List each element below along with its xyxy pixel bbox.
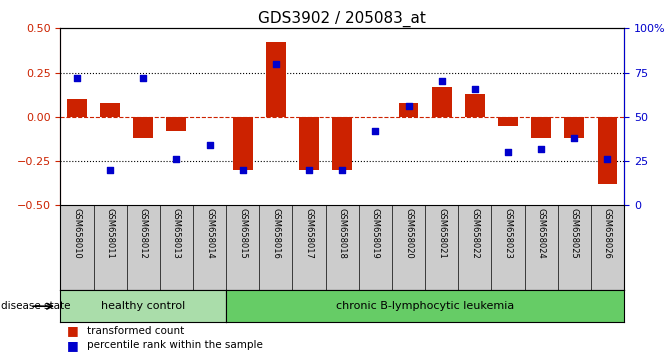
Bar: [299, 117, 319, 170]
Point: [204, 142, 215, 148]
Text: GSM658022: GSM658022: [470, 208, 479, 259]
Bar: [399, 103, 419, 117]
Text: GSM658020: GSM658020: [404, 208, 413, 259]
Point: [304, 167, 315, 173]
Text: percentile rank within the sample: percentile rank within the sample: [87, 340, 263, 350]
Text: disease state: disease state: [1, 301, 70, 311]
Bar: [233, 117, 253, 170]
Text: GSM658026: GSM658026: [603, 208, 612, 259]
Text: transformed count: transformed count: [87, 326, 185, 336]
Text: GSM658017: GSM658017: [305, 208, 313, 259]
Text: GSM658014: GSM658014: [205, 208, 214, 259]
Text: GSM658019: GSM658019: [371, 208, 380, 259]
Title: GDS3902 / 205083_at: GDS3902 / 205083_at: [258, 11, 426, 27]
Text: healthy control: healthy control: [101, 301, 185, 311]
Point: [503, 149, 513, 155]
Point: [337, 167, 348, 173]
Text: GSM658015: GSM658015: [238, 208, 247, 259]
Text: chronic B-lymphocytic leukemia: chronic B-lymphocytic leukemia: [336, 301, 514, 311]
Point: [436, 79, 447, 84]
Bar: [134, 117, 153, 138]
Bar: [67, 99, 87, 117]
Text: GSM658013: GSM658013: [172, 208, 181, 259]
Point: [72, 75, 83, 81]
Point: [403, 103, 414, 109]
Text: GSM658025: GSM658025: [570, 208, 579, 259]
Bar: [531, 117, 551, 138]
Point: [105, 167, 115, 173]
Bar: [266, 42, 286, 117]
Point: [535, 146, 546, 152]
Bar: [564, 117, 584, 138]
Point: [470, 86, 480, 91]
Text: GSM658011: GSM658011: [105, 208, 115, 259]
Point: [370, 128, 380, 134]
Point: [569, 135, 580, 141]
Bar: [498, 117, 518, 126]
Bar: [166, 117, 187, 131]
Text: ■: ■: [67, 325, 79, 337]
Text: GSM658023: GSM658023: [503, 208, 513, 259]
Point: [138, 75, 149, 81]
Point: [238, 167, 248, 173]
Text: GSM658021: GSM658021: [437, 208, 446, 259]
Text: GSM658012: GSM658012: [139, 208, 148, 259]
Bar: [100, 103, 120, 117]
Text: GSM658018: GSM658018: [338, 208, 347, 259]
Bar: [465, 94, 484, 117]
Point: [171, 156, 182, 162]
Bar: [431, 87, 452, 117]
Point: [602, 156, 613, 162]
Text: GSM658010: GSM658010: [72, 208, 81, 259]
Text: ■: ■: [67, 339, 79, 352]
Text: GSM658024: GSM658024: [537, 208, 546, 259]
Text: GSM658016: GSM658016: [271, 208, 280, 259]
Bar: [332, 117, 352, 170]
Point: [270, 61, 281, 67]
Bar: [597, 117, 617, 184]
